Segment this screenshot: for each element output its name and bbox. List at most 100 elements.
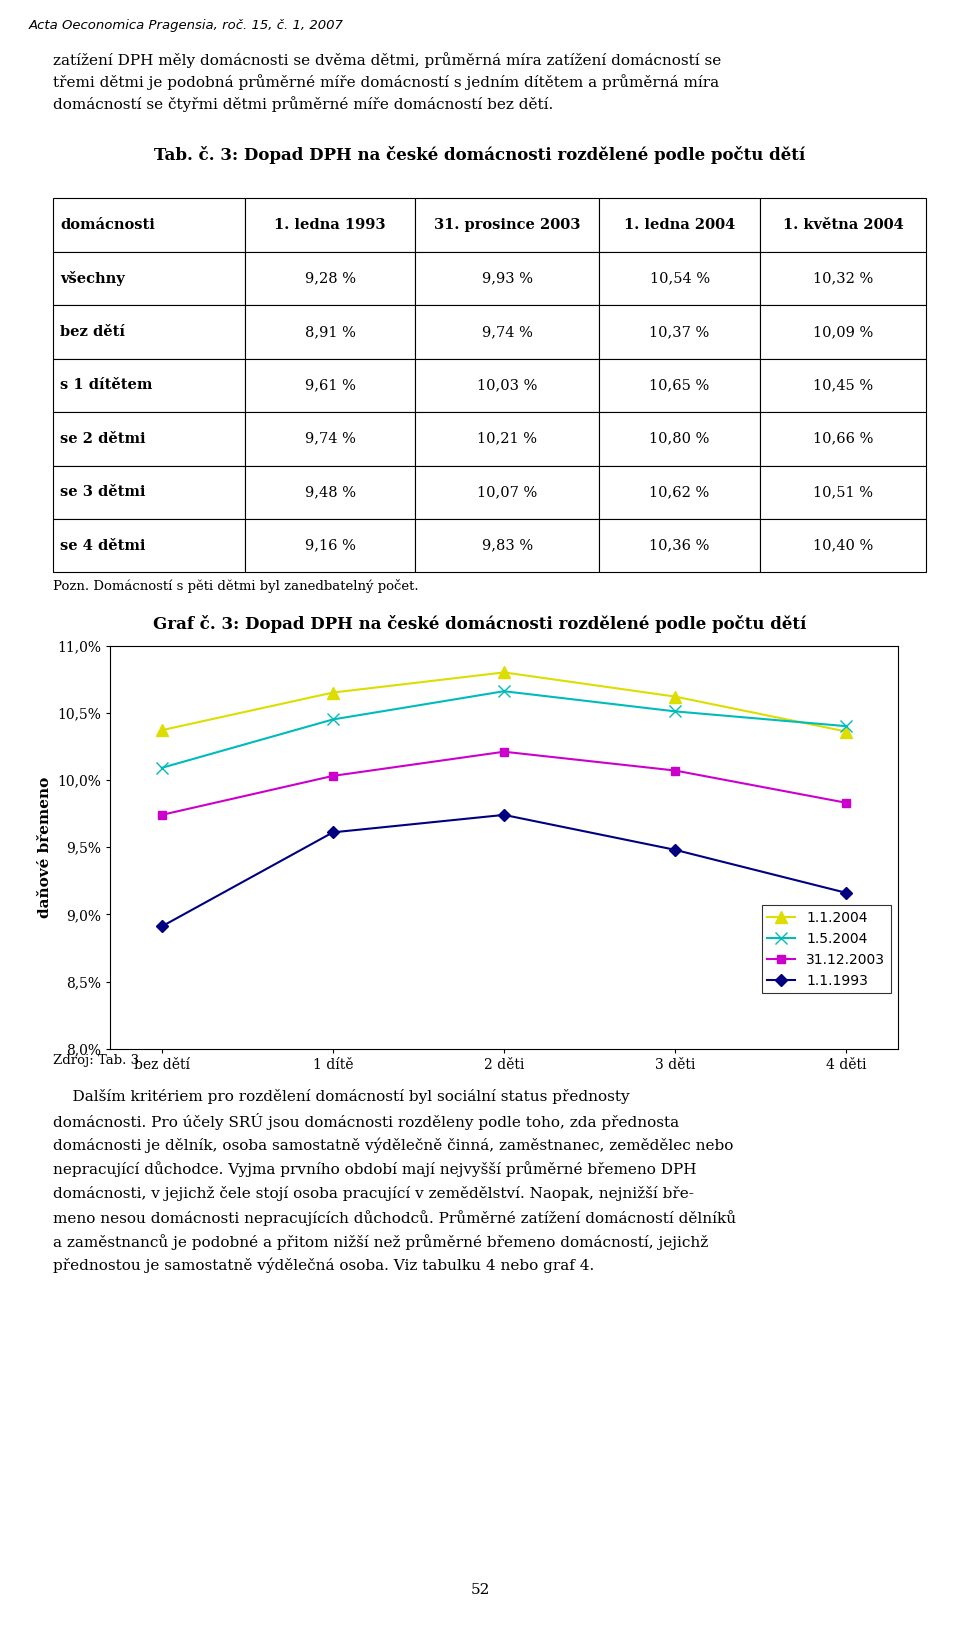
FancyBboxPatch shape	[760, 198, 926, 252]
Text: 9,61 %: 9,61 %	[304, 379, 355, 392]
Text: meno nesou domácnosti nepracujících důchodců. Průměrné zatížení domácností dělní: meno nesou domácnosti nepracujících důch…	[53, 1210, 736, 1226]
Text: 10,54 %: 10,54 %	[650, 272, 709, 286]
1.1.1993	[841, 883, 852, 902]
FancyBboxPatch shape	[245, 411, 416, 465]
Line: 1.1.1993: 1.1.1993	[157, 811, 851, 930]
Line: 1.1.2004: 1.1.2004	[156, 667, 852, 737]
FancyBboxPatch shape	[760, 252, 926, 306]
1.5.2004	[156, 758, 167, 777]
FancyBboxPatch shape	[245, 252, 416, 306]
Text: domácnosti, v jejichž čele stojí osoba pracující v zemědělství. Naopak, nejnižší: domácnosti, v jejichž čele stojí osoba p…	[53, 1185, 694, 1200]
FancyBboxPatch shape	[53, 306, 245, 359]
Line: 31.12.2003: 31.12.2003	[157, 748, 851, 820]
FancyBboxPatch shape	[416, 252, 599, 306]
1.1.1993	[156, 917, 167, 937]
Text: 10,37 %: 10,37 %	[650, 325, 709, 338]
Text: domácností se čtyřmi dětmi průměrné míře domácností bez dětí.: domácností se čtyřmi dětmi průměrné míře…	[53, 96, 553, 112]
Text: domácnosti: domácnosti	[60, 218, 156, 233]
Text: 1. ledna 2004: 1. ledna 2004	[624, 218, 735, 233]
Text: Acta Oeconomica Pragensia, roč. 15, č. 1, 2007: Acta Oeconomica Pragensia, roč. 15, č. 1…	[29, 18, 344, 31]
FancyBboxPatch shape	[53, 198, 245, 252]
Text: zatížení DPH měly domácnosti se dvěma dětmi, průměrná míra zatížení domácností s: zatížení DPH měly domácnosti se dvěma dě…	[53, 52, 721, 68]
1.5.2004	[327, 709, 339, 728]
1.1.2004	[669, 686, 681, 706]
1.5.2004	[841, 717, 852, 737]
Text: 10,40 %: 10,40 %	[813, 538, 874, 553]
Text: bez dětí: bez dětí	[60, 325, 126, 338]
Text: nepracující důchodce. Vyjma prvního období mají nejvyšší průměrné břemeno DPH: nepracující důchodce. Vyjma prvního obdo…	[53, 1161, 696, 1177]
Text: 10,80 %: 10,80 %	[649, 433, 709, 446]
FancyBboxPatch shape	[599, 306, 760, 359]
Text: 9,16 %: 9,16 %	[304, 538, 355, 553]
Line: 1.5.2004: 1.5.2004	[156, 686, 852, 774]
31.12.2003	[841, 793, 852, 813]
Y-axis label: daňové břemeno: daňové břemeno	[37, 777, 52, 917]
1.5.2004	[498, 681, 510, 701]
FancyBboxPatch shape	[53, 465, 245, 519]
31.12.2003	[156, 805, 167, 824]
Text: Dalším kritériem pro rozdělení domácností byl sociální status přednosty: Dalším kritériem pro rozdělení domácnost…	[53, 1089, 630, 1104]
Text: Pozn. Domácností s pěti dětmi byl zanedbatelný počet.: Pozn. Domácností s pěti dětmi byl zanedb…	[53, 579, 419, 593]
Text: se 4 dětmi: se 4 dětmi	[60, 538, 146, 553]
FancyBboxPatch shape	[760, 306, 926, 359]
Text: a zaměstnanců je podobné a přitom nižší než průměrné břemeno domácností, jejichž: a zaměstnanců je podobné a přitom nižší …	[53, 1234, 708, 1250]
FancyBboxPatch shape	[760, 465, 926, 519]
1.1.2004	[156, 720, 167, 740]
Text: 10,65 %: 10,65 %	[650, 379, 709, 392]
Legend: 1.1.2004, 1.5.2004, 31.12.2003, 1.1.1993: 1.1.2004, 1.5.2004, 31.12.2003, 1.1.1993	[761, 906, 891, 993]
Text: domácnosti. Pro účely SRÚ jsou domácnosti rozděleny podle toho, zda přednosta: domácnosti. Pro účely SRÚ jsou domácnost…	[53, 1114, 679, 1130]
Text: se 3 dětmi: se 3 dětmi	[60, 485, 146, 499]
Text: 10,09 %: 10,09 %	[813, 325, 874, 338]
Text: 9,74 %: 9,74 %	[304, 433, 355, 446]
FancyBboxPatch shape	[416, 306, 599, 359]
FancyBboxPatch shape	[760, 359, 926, 411]
FancyBboxPatch shape	[416, 411, 599, 465]
Text: 10,32 %: 10,32 %	[813, 272, 874, 286]
FancyBboxPatch shape	[245, 359, 416, 411]
Text: 10,21 %: 10,21 %	[477, 433, 537, 446]
1.5.2004	[669, 702, 681, 722]
Text: třemi dětmi je podobná průměrné míře domácností s jedním dítětem a průměrná míra: třemi dětmi je podobná průměrné míře dom…	[53, 73, 719, 89]
Text: Zdroj: Tab. 3: Zdroj: Tab. 3	[53, 1054, 139, 1067]
FancyBboxPatch shape	[599, 252, 760, 306]
1.1.2004	[841, 722, 852, 741]
31.12.2003	[498, 741, 510, 761]
FancyBboxPatch shape	[599, 519, 760, 572]
1.1.1993	[669, 841, 681, 860]
Text: 10,62 %: 10,62 %	[650, 485, 709, 499]
Text: 9,48 %: 9,48 %	[304, 485, 355, 499]
Text: s 1 dítětem: s 1 dítětem	[60, 379, 153, 392]
Text: 10,45 %: 10,45 %	[813, 379, 874, 392]
FancyBboxPatch shape	[245, 306, 416, 359]
Text: 9,93 %: 9,93 %	[482, 272, 533, 286]
FancyBboxPatch shape	[416, 359, 599, 411]
FancyBboxPatch shape	[760, 411, 926, 465]
Text: 1. ledna 1993: 1. ledna 1993	[275, 218, 386, 233]
Text: se 2 dětmi: se 2 dětmi	[60, 433, 146, 446]
Text: všechny: všechny	[60, 272, 125, 286]
Text: 52: 52	[470, 1582, 490, 1597]
31.12.2003	[669, 761, 681, 780]
Text: 10,36 %: 10,36 %	[649, 538, 709, 553]
Text: 31. prosince 2003: 31. prosince 2003	[434, 218, 580, 233]
Text: 1. května 2004: 1. května 2004	[783, 218, 903, 233]
FancyBboxPatch shape	[53, 411, 245, 465]
FancyBboxPatch shape	[416, 519, 599, 572]
Text: 8,91 %: 8,91 %	[304, 325, 355, 338]
FancyBboxPatch shape	[245, 465, 416, 519]
Text: 10,07 %: 10,07 %	[477, 485, 538, 499]
FancyBboxPatch shape	[599, 198, 760, 252]
FancyBboxPatch shape	[53, 519, 245, 572]
Text: 9,74 %: 9,74 %	[482, 325, 533, 338]
Text: 9,28 %: 9,28 %	[304, 272, 355, 286]
FancyBboxPatch shape	[53, 252, 245, 306]
31.12.2003	[327, 766, 339, 785]
FancyBboxPatch shape	[245, 519, 416, 572]
Text: Graf č. 3: Dopad DPH na české domácnosti rozdělené podle počtu dětí: Graf č. 3: Dopad DPH na české domácnosti…	[154, 615, 806, 633]
Text: přednostou je samostatně výdělečná osoba. Viz tabulku 4 nebo graf 4.: přednostou je samostatně výdělečná osoba…	[53, 1259, 594, 1273]
1.1.1993	[327, 823, 339, 842]
Text: 10,51 %: 10,51 %	[813, 485, 874, 499]
FancyBboxPatch shape	[416, 198, 599, 252]
Text: domácnosti je dělník, osoba samostatně výdělečně činná, zaměstnanec, zemědělec n: domácnosti je dělník, osoba samostatně v…	[53, 1138, 733, 1153]
FancyBboxPatch shape	[599, 359, 760, 411]
